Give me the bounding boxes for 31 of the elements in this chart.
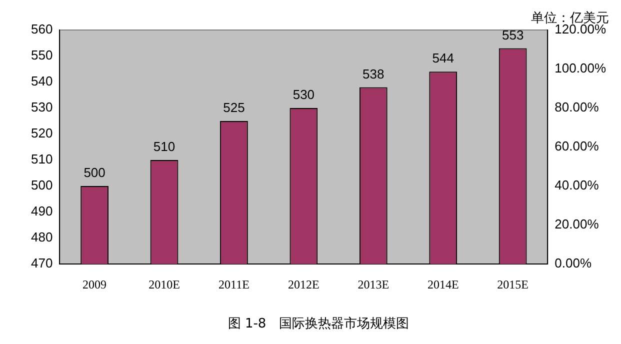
x-tick-label: 2012E bbox=[288, 277, 320, 292]
x-tick-label: 2010E bbox=[148, 277, 180, 292]
data-label: 544 bbox=[432, 50, 454, 66]
data-label: 553 bbox=[502, 27, 524, 42]
y2-tick-label: 20.00% bbox=[554, 216, 600, 232]
data-label: 510 bbox=[153, 139, 176, 154]
y-tick-label: 470 bbox=[30, 256, 53, 271]
y2-tick-label: 100.00% bbox=[554, 60, 606, 76]
x-tick-label: 2011E bbox=[218, 277, 250, 292]
y-tick-label: 530 bbox=[30, 100, 53, 115]
y-tick-label: 490 bbox=[30, 204, 53, 219]
text: 图 1-8 国际换热器市场规模图 bbox=[228, 316, 410, 332]
y-tick-label: 550 bbox=[30, 48, 53, 63]
x-tick-label: 2009 bbox=[82, 277, 107, 292]
data-label: 500 bbox=[84, 165, 106, 180]
y-tick-label: 480 bbox=[30, 230, 53, 245]
y2-tick-label: 40.00% bbox=[554, 178, 600, 193]
x-tick-label: 2013E bbox=[358, 277, 390, 292]
y-tick-label: 520 bbox=[30, 126, 53, 141]
data-label: 538 bbox=[362, 66, 384, 82]
x-tick-label: 2015E bbox=[497, 277, 528, 292]
y-tick-label: 560 bbox=[30, 22, 53, 37]
data-label: 530 bbox=[292, 87, 315, 102]
y-tick-label: 510 bbox=[30, 152, 53, 167]
y-tick-label: 540 bbox=[30, 74, 53, 89]
y2-tick-label: 80.00% bbox=[554, 100, 600, 115]
y-tick-label: 500 bbox=[30, 178, 53, 193]
y2-tick-label: 0.00% bbox=[554, 256, 592, 271]
x-tick-label: 2014E bbox=[427, 277, 459, 292]
data-label: 525 bbox=[223, 100, 245, 116]
y2-tick-label: 60.00% bbox=[554, 138, 600, 154]
